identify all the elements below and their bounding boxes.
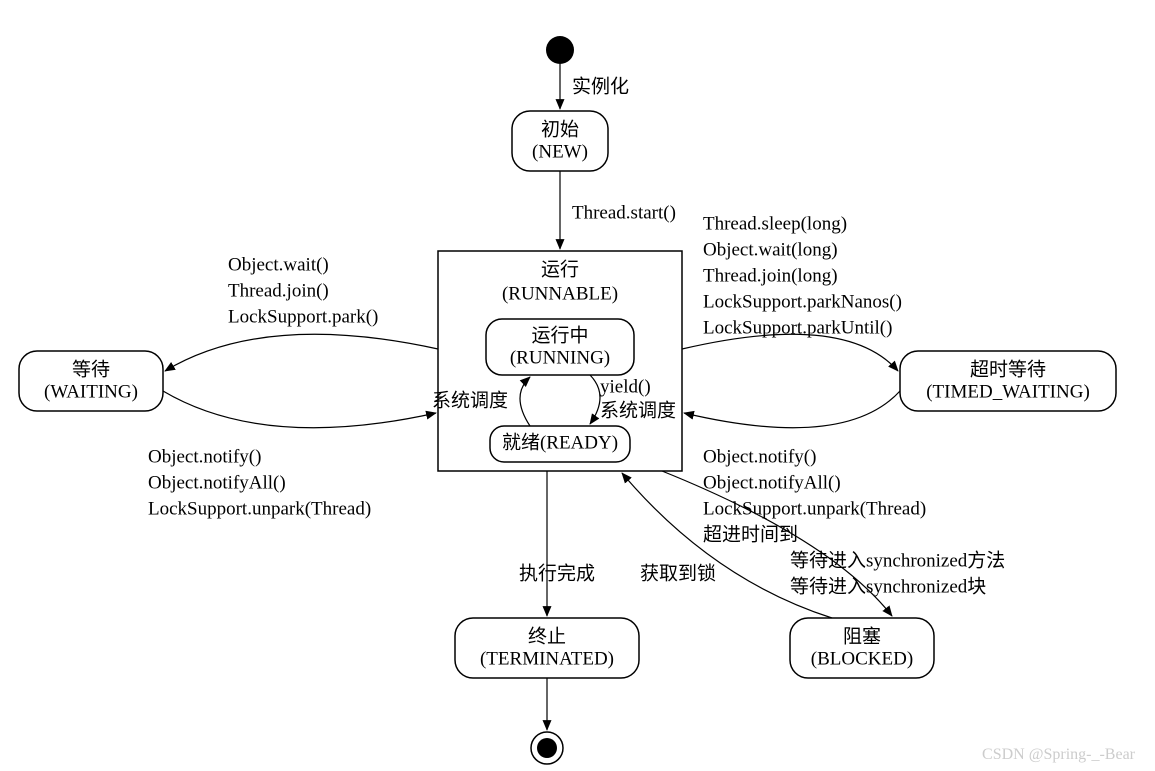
svg-text:Object.wait(): Object.wait() bbox=[228, 254, 329, 275]
label-sys-schedule: 系统调度 bbox=[432, 389, 508, 411]
node-waiting-line2: (WAITING) bbox=[44, 381, 138, 402]
svg-text:超进时间到: 超进时间到 bbox=[703, 523, 798, 545]
label-instantiate: 实例化 bbox=[572, 75, 629, 97]
label-notify-left: Object.notify() Object.notifyAll() LockSup… bbox=[148, 446, 371, 519]
node-running-line1: 运行中 bbox=[531, 324, 588, 346]
edge-waiting-runnable bbox=[163, 391, 436, 428]
node-timed-line1: 超时等待 bbox=[970, 358, 1046, 380]
start-node bbox=[546, 36, 574, 64]
label-notify-right: Object.notify() Object.notifyAll() LockSup… bbox=[703, 446, 926, 545]
node-blocked-line1: 阻塞 bbox=[843, 625, 881, 647]
svg-text:Object.notify(): Object.notify() bbox=[148, 446, 261, 467]
label-exec-done: 执行完成 bbox=[519, 562, 595, 584]
svg-text:Thread.sleep(long): Thread.sleep(long) bbox=[703, 213, 847, 234]
svg-text:Object.wait(long): Object.wait(long) bbox=[703, 239, 838, 260]
svg-text:LockSupport.unpark(Thread): LockSupport.unpark(Thread) bbox=[148, 498, 371, 519]
svg-text:Object.notify(): Object.notify() bbox=[703, 446, 816, 467]
label-timed-methods: Thread.sleep(long) Object.wait(long) Threa… bbox=[703, 213, 902, 338]
node-blocked-line2: (BLOCKED) bbox=[811, 648, 913, 669]
edge-runnable-waiting bbox=[165, 334, 438, 371]
svg-text:LockSupport.park(): LockSupport.park() bbox=[228, 306, 378, 327]
watermark: CSDN @Spring-_-Bear bbox=[982, 746, 1136, 763]
node-timed-line2: (TIMED_WAITING) bbox=[926, 381, 1090, 402]
node-new-line1: 初始 bbox=[541, 118, 579, 140]
edge-ready-running bbox=[520, 377, 530, 426]
edge-timed-runnable bbox=[684, 391, 900, 428]
node-runnable-title2: (RUNNABLE) bbox=[502, 283, 618, 304]
final-node-inner bbox=[537, 738, 557, 758]
svg-text:Object.notifyAll(): Object.notifyAll() bbox=[148, 472, 286, 493]
node-running-line2: (RUNNING) bbox=[510, 347, 610, 368]
node-ready-line1: 就绪(READY) bbox=[502, 431, 618, 453]
svg-text:LockSupport.parkNanos(): LockSupport.parkNanos() bbox=[703, 291, 902, 312]
svg-text:LockSupport.unpark(Thread): LockSupport.unpark(Thread) bbox=[703, 498, 926, 519]
svg-text:Thread.join(long): Thread.join(long) bbox=[703, 265, 838, 286]
label-got-lock: 获取到锁 bbox=[640, 562, 716, 584]
node-terminated-line2: (TERMINATED) bbox=[480, 648, 614, 669]
label-sys-schedule2: 系统调度 bbox=[600, 399, 676, 421]
node-terminated-line1: 终止 bbox=[528, 625, 566, 647]
label-wait-methods: Object.wait() Thread.join() LockSupport.pa… bbox=[228, 254, 378, 327]
node-new-line2: (NEW) bbox=[532, 141, 588, 162]
label-yield: yield() bbox=[600, 376, 651, 397]
svg-text:等待进入synchronized方法: 等待进入synchronized方法 bbox=[790, 549, 1005, 571]
svg-text:等待进入synchronized块: 等待进入synchronized块 bbox=[790, 575, 986, 597]
node-waiting-line1: 等待 bbox=[72, 358, 110, 380]
svg-text:Object.notifyAll(): Object.notifyAll() bbox=[703, 472, 841, 493]
svg-text:Thread.join(): Thread.join() bbox=[228, 280, 329, 301]
node-runnable-title1: 运行 bbox=[541, 258, 579, 280]
svg-text:LockSupport.parkUntil(): LockSupport.parkUntil() bbox=[703, 317, 892, 338]
edge-running-ready bbox=[590, 375, 600, 424]
label-sync-wait: 等待进入synchronized方法等待进入synchronized块 bbox=[790, 549, 1005, 597]
label-thread-start: Thread.start() bbox=[572, 202, 676, 223]
edge-runnable-timed bbox=[682, 334, 898, 371]
